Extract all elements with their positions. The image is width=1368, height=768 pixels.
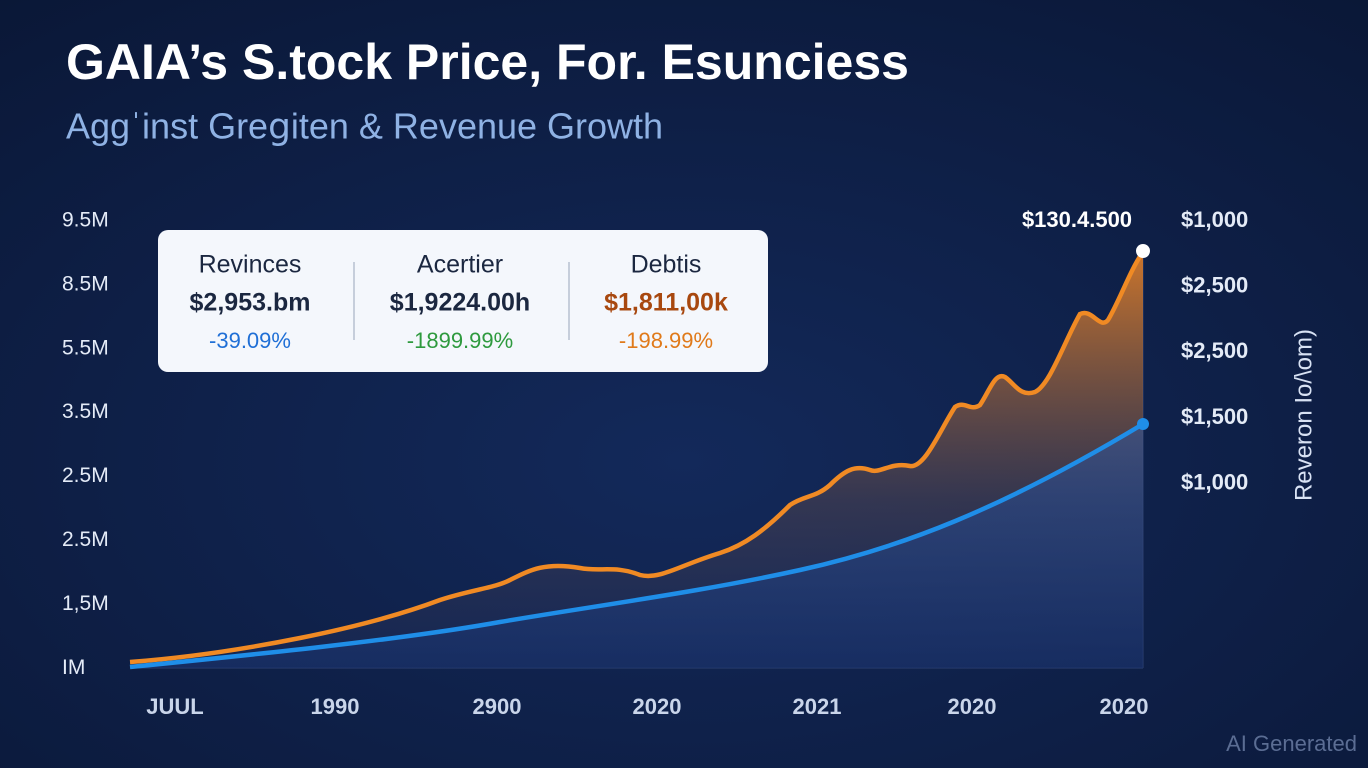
- right-axis-label: $1,000: [1181, 207, 1248, 232]
- left-axis-label: 1,5M: [62, 592, 109, 615]
- orange-line: [129, 250, 1145, 665]
- x-axis-label: 2020: [633, 694, 682, 719]
- right-axis-label: $2,500: [1181, 273, 1248, 298]
- orange-end-dot: [1136, 244, 1150, 258]
- card-amount: $1,9224.00h: [390, 289, 530, 317]
- right-axis-label: $1,500: [1181, 404, 1248, 429]
- x-axis-label: 2900: [473, 694, 522, 719]
- card-label: Revinces: [199, 251, 302, 279]
- x-axis-label: 1990: [311, 694, 360, 719]
- card-label: Debtis: [631, 251, 702, 279]
- subtitle: Aggˈinst Greցiten & Revenue Growth: [66, 106, 663, 147]
- blue-end-dot: [1137, 418, 1149, 430]
- card-change: -1899.99%: [407, 328, 513, 353]
- callout: $130.4.500: [1022, 207, 1132, 232]
- left-axis-label: IM: [62, 656, 85, 679]
- left-axis-label: 3.5M: [62, 400, 109, 423]
- card-amount: $2,953.bm: [190, 289, 311, 317]
- right-axis-label: $2,500: [1181, 338, 1248, 363]
- blue-area: [130, 424, 1143, 668]
- left-axis-label: 2.5M: [62, 464, 109, 487]
- card-change: -198.99%: [619, 328, 713, 353]
- x-axis-label: JUUL: [146, 694, 203, 719]
- right-axis-label: $1,000: [1181, 470, 1248, 495]
- right-axis-title: Reveron Io/\om): [1290, 329, 1317, 501]
- card-background: [158, 230, 768, 372]
- x-axis-label: 2021: [793, 694, 842, 719]
- x-axis-label: 2020: [948, 694, 997, 719]
- left-axis-label: 8.5M: [62, 272, 109, 295]
- title: GAIA’s S.tock Price, For. Esunciess: [66, 34, 909, 90]
- blue-line: [129, 422, 1145, 670]
- watermark: AI Generated: [1226, 731, 1357, 756]
- summary-card: [158, 230, 768, 372]
- card-change: -39.09%: [209, 328, 291, 353]
- card-amount: $1,811,00k: [604, 289, 728, 317]
- card-label: Acertier: [417, 251, 503, 279]
- left-axis-label: 2.5M: [62, 528, 109, 551]
- x-axis-label: 2020: [1100, 694, 1149, 719]
- left-axis-label: 9.5M: [62, 209, 109, 232]
- left-axis-label: 5.5M: [62, 336, 109, 359]
